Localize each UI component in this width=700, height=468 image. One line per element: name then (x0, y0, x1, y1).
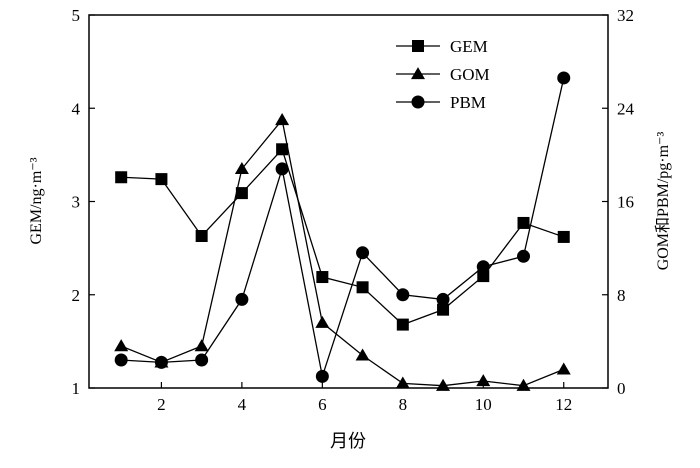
x-tick-label: 10 (475, 395, 492, 414)
series-line-gom (120, 118, 564, 387)
point-pbm (557, 71, 571, 85)
x-axis-title: 月份 (330, 431, 366, 451)
point-gom (275, 113, 290, 126)
point-pbm (476, 260, 490, 274)
left-y-axis-title: GEM/ng·m⁻³ (28, 157, 45, 244)
point-gom (516, 378, 531, 391)
series-layer (114, 71, 571, 391)
point-gem (276, 143, 289, 156)
legend: GEM GOM PBM (396, 37, 490, 112)
left-y-tick-label: 1 (72, 379, 81, 398)
point-pbm (356, 246, 370, 260)
x-tick-label: 12 (555, 395, 572, 414)
legend-label-pbm: PBM (450, 93, 486, 112)
point-gem (235, 187, 248, 200)
left-y-tick-label: 4 (72, 99, 81, 118)
point-gom (395, 376, 410, 389)
x-tick-label: 6 (318, 395, 327, 414)
point-gem (155, 173, 168, 186)
point-gem (477, 270, 490, 283)
legend-marker-pbm (411, 95, 425, 109)
right-y-axis-title: GOM和PBM/pg·m⁻³ (654, 132, 672, 271)
point-pbm (195, 353, 209, 367)
x-tick-label: 4 (238, 395, 247, 414)
point-gem (557, 230, 570, 243)
right-y-tick-label: 32 (617, 6, 634, 25)
legend-label-gem: GEM (450, 37, 488, 56)
point-gem (396, 318, 409, 331)
point-gom (114, 339, 129, 352)
x-tick-label: 2 (157, 395, 166, 414)
left-y-tick-label: 2 (72, 286, 81, 305)
legend-label-gom: GOM (450, 65, 490, 84)
point-gem (115, 171, 128, 184)
point-pbm (275, 162, 289, 176)
point-gem (437, 303, 450, 316)
point-pbm (235, 292, 249, 306)
point-gem (195, 230, 208, 243)
point-gem (316, 271, 329, 284)
point-gem (356, 281, 369, 294)
point-gom (355, 348, 370, 361)
right-y-tick-label: 8 (617, 286, 626, 305)
point-gom (476, 374, 491, 387)
point-gom (234, 161, 249, 175)
point-pbm (315, 369, 329, 383)
point-gom (436, 378, 451, 391)
legend-marker-gem (412, 40, 424, 52)
point-gom (194, 339, 209, 352)
series-line-gem (121, 148, 564, 326)
point-gom (556, 362, 571, 375)
left-y-tick-label: 3 (72, 193, 81, 212)
point-pbm (396, 288, 410, 302)
point-pbm (114, 353, 128, 367)
point-pbm (436, 292, 450, 306)
point-pbm (154, 355, 168, 369)
point-gom (315, 315, 330, 328)
series-line-pbm (121, 77, 565, 379)
x-tick-label: 8 (399, 395, 408, 414)
point-pbm (517, 249, 531, 263)
point-gem (517, 216, 530, 229)
legend-marker-gom (411, 67, 425, 80)
plot-frame (88, 14, 609, 389)
left-y-tick-label: 5 (72, 6, 81, 25)
right-y-tick-label: 24 (617, 99, 635, 118)
right-y-tick-label: 0 (617, 379, 626, 398)
right-y-tick-label: 16 (617, 193, 634, 212)
